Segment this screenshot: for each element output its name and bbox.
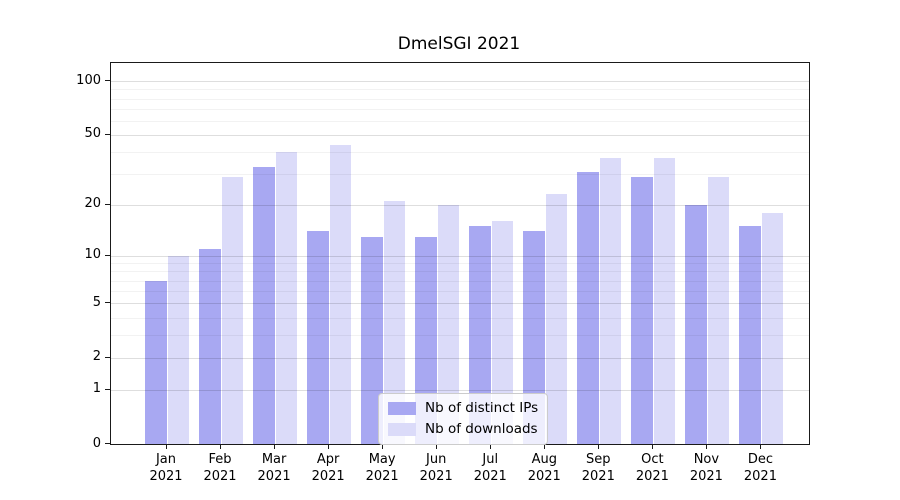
- x-tick-label: Dec 2021: [743, 452, 777, 484]
- legend-entry: Nb of downloads: [388, 422, 538, 437]
- x-tick-mark: [220, 444, 222, 449]
- legend-label: Nb of downloads: [425, 421, 538, 437]
- plot-area: Nb of distinct IPs Nb of downloads: [110, 62, 810, 445]
- bar-downloads: [761, 212, 784, 444]
- x-tick-label: Mar 2021: [257, 452, 291, 484]
- bar-downloads: [329, 144, 352, 444]
- bar-distinct-ips: [469, 226, 491, 444]
- gridline-major: [111, 81, 809, 83]
- x-tick-label: Feb 2021: [203, 452, 237, 484]
- gridline-major: [111, 134, 809, 136]
- bar-downloads: [437, 204, 460, 444]
- x-tick-label: Sep 2021: [581, 452, 615, 484]
- y-tick-label: 50: [84, 126, 101, 142]
- x-tick-mark: [760, 444, 762, 449]
- gridline-minor: [111, 98, 809, 100]
- y-tick-mark: [105, 302, 110, 304]
- y-tick-mark: [105, 443, 110, 444]
- x-tick-mark: [598, 444, 600, 449]
- legend-swatch: [388, 402, 416, 415]
- legend: Nb of distinct IPs Nb of downloads: [378, 393, 549, 445]
- x-tick-mark: [544, 444, 546, 449]
- bar-distinct-ips: [523, 231, 545, 444]
- legend-entry: Nb of distinct IPs: [388, 401, 538, 416]
- y-tick-mark: [105, 133, 110, 135]
- bar-distinct-ips: [361, 236, 383, 444]
- x-tick-mark: [652, 444, 654, 449]
- y-tick-label: 100: [76, 72, 101, 88]
- x-tick-mark: [436, 444, 438, 449]
- bar-downloads: [707, 176, 730, 444]
- gridline-minor: [111, 120, 809, 122]
- bar-distinct-ips: [577, 171, 599, 444]
- chart-title: DmelSGI 2021: [397, 34, 521, 54]
- x-tick-label: Aug 2021: [527, 452, 561, 484]
- x-tick-label: Oct 2021: [635, 452, 669, 484]
- x-tick-mark: [274, 444, 276, 449]
- bar-distinct-ips: [307, 231, 329, 444]
- bar-distinct-ips: [415, 236, 437, 444]
- y-tick-mark: [105, 356, 110, 358]
- y-tick-mark: [105, 203, 110, 205]
- legend-swatch: [388, 423, 416, 436]
- y-tick-label: 2: [92, 349, 101, 365]
- x-tick-mark: [328, 444, 330, 449]
- x-tick-mark: [490, 444, 492, 449]
- bar-distinct-ips: [145, 280, 167, 444]
- legend-label: Nb of distinct IPs: [425, 400, 539, 416]
- x-tick-mark: [382, 444, 384, 449]
- bar-distinct-ips: [253, 166, 275, 444]
- x-tick-mark: [166, 444, 167, 449]
- gridline-minor: [111, 174, 809, 176]
- bar-downloads: [599, 158, 622, 444]
- bar-downloads: [167, 255, 189, 444]
- gridline-minor: [111, 89, 809, 91]
- bar-distinct-ips: [685, 204, 707, 444]
- bar-downloads: [383, 201, 406, 444]
- x-tick-label: Jan 2021: [149, 452, 183, 484]
- bar-downloads: [545, 194, 568, 444]
- bar-downloads: [653, 158, 676, 444]
- bar-downloads: [491, 221, 514, 444]
- x-tick-label: Jul 2021: [473, 452, 507, 484]
- y-tick-mark: [105, 388, 110, 390]
- y-tick-label: 1: [92, 381, 101, 397]
- bar-distinct-ips: [739, 226, 761, 444]
- y-tick-label: 20: [84, 196, 101, 212]
- bar-distinct-ips: [199, 248, 221, 444]
- gridline-minor: [111, 108, 809, 110]
- gridline-minor: [111, 152, 809, 154]
- x-tick-label: Nov 2021: [689, 452, 723, 484]
- bar-downloads: [275, 152, 298, 444]
- x-tick-label: Jun 2021: [419, 452, 453, 484]
- x-tick-mark: [706, 444, 708, 449]
- y-tick-label: 5: [92, 294, 101, 310]
- y-tick-mark: [105, 80, 110, 82]
- bar-downloads: [221, 176, 244, 444]
- x-tick-label: May 2021: [365, 452, 399, 484]
- y-tick-label: 0: [92, 435, 101, 451]
- y-tick-mark: [105, 254, 110, 256]
- bar-distinct-ips: [631, 176, 653, 444]
- x-tick-label: Apr 2021: [311, 452, 345, 484]
- y-tick-label: 10: [84, 247, 101, 263]
